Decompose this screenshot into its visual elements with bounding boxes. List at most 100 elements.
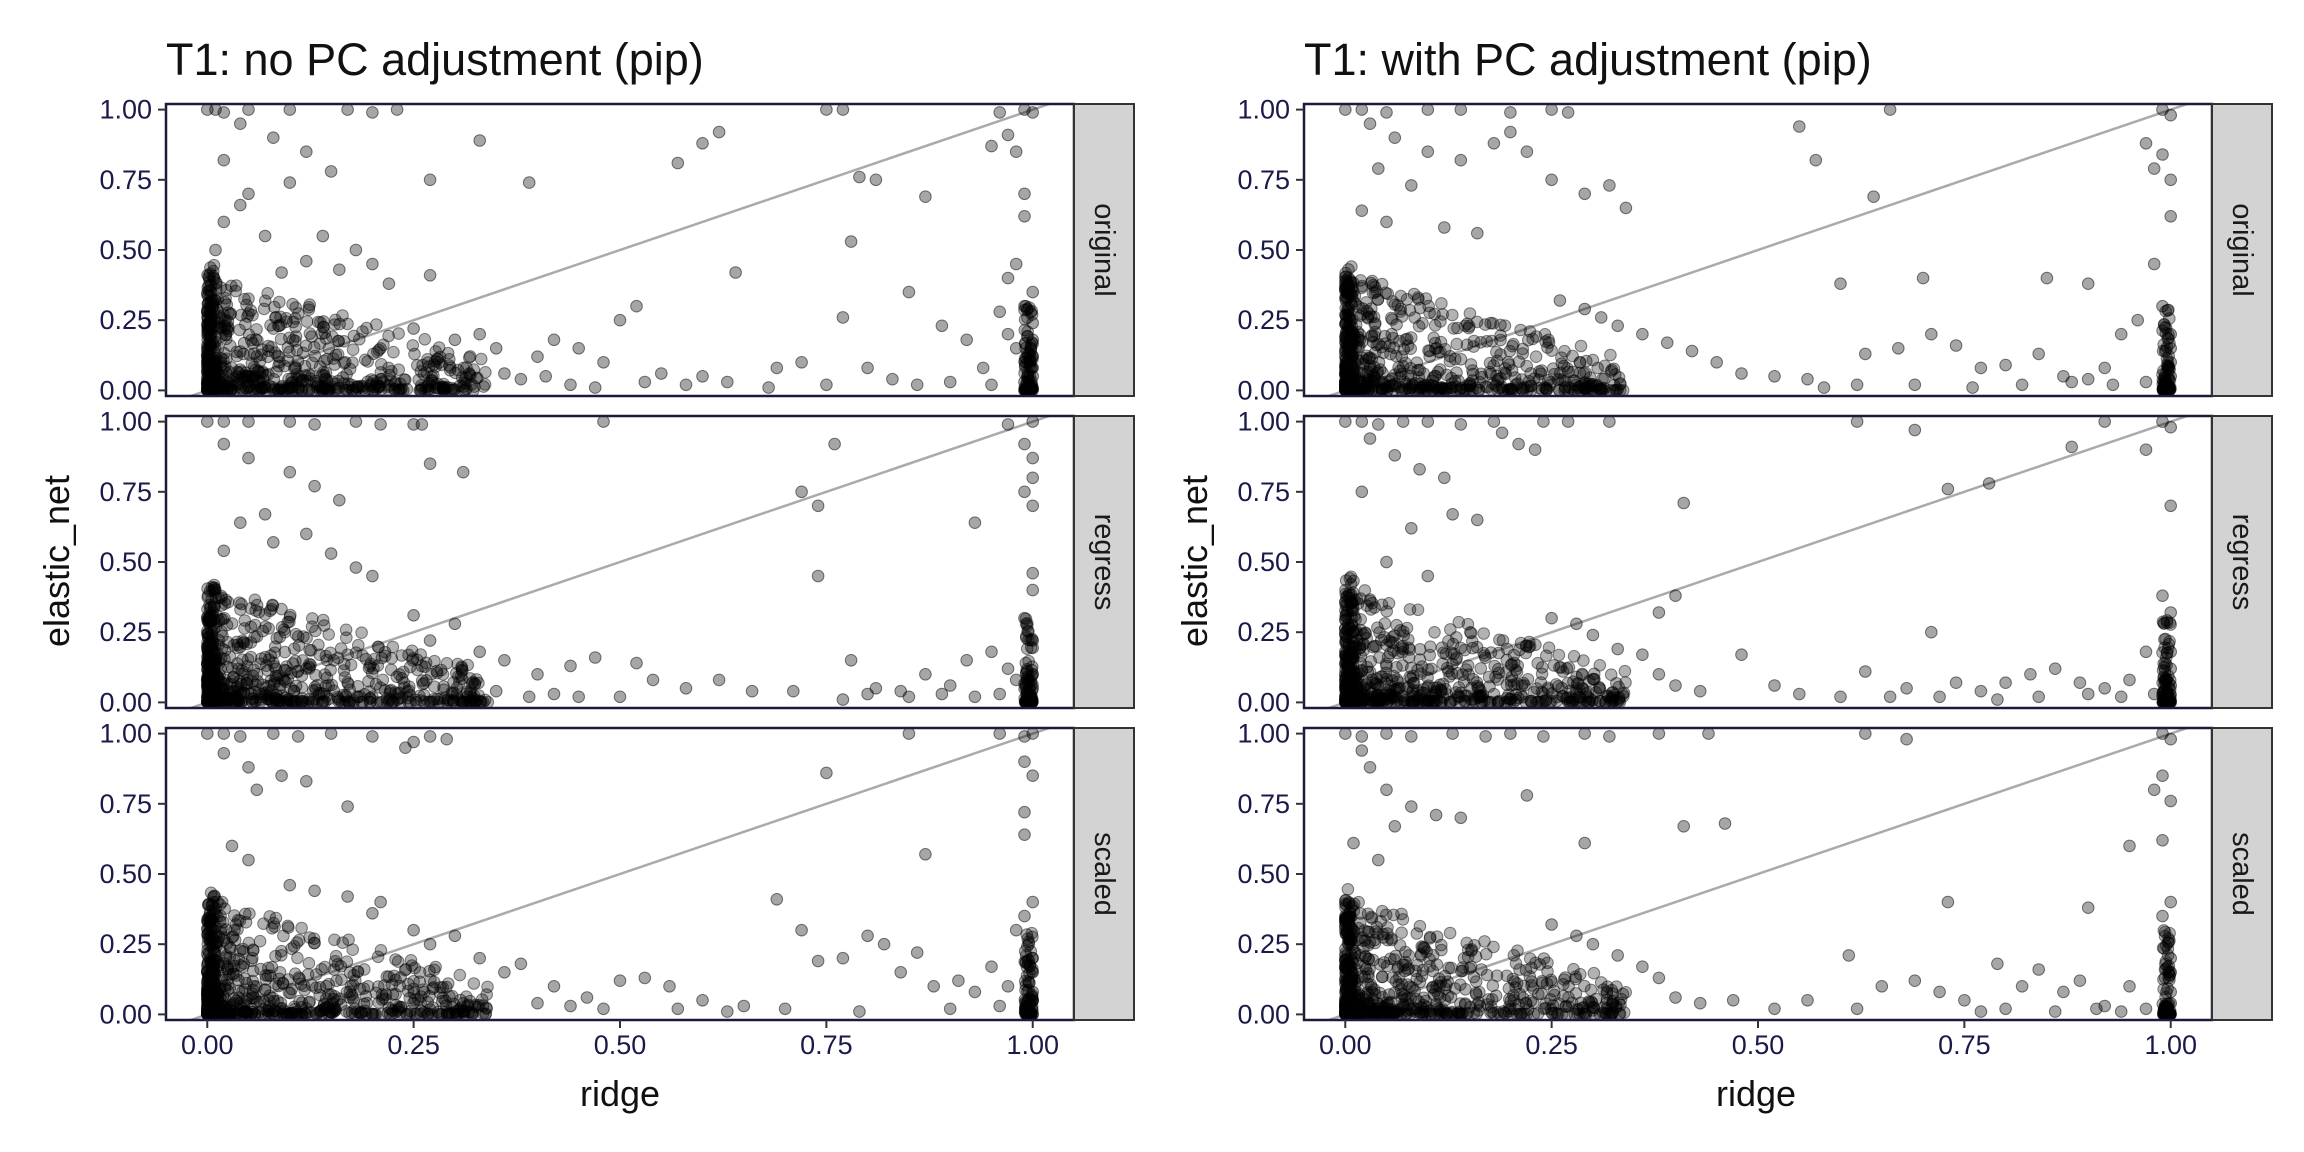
data-point xyxy=(249,363,262,377)
data-point xyxy=(302,956,316,970)
data-point xyxy=(671,1002,685,1016)
data-point xyxy=(297,374,310,387)
data-point xyxy=(1460,379,1474,392)
data-point xyxy=(206,957,220,971)
data-point xyxy=(1026,415,1039,428)
data-point xyxy=(209,656,222,670)
data-point xyxy=(206,372,219,385)
data-point xyxy=(202,269,215,283)
data-point xyxy=(1574,339,1588,353)
data-point xyxy=(696,137,709,150)
data-point xyxy=(356,380,369,393)
data-point xyxy=(1026,668,1039,681)
data-point xyxy=(306,612,319,625)
data-point xyxy=(877,937,891,951)
data-point xyxy=(547,980,561,993)
data-point xyxy=(333,317,346,331)
data-point xyxy=(1916,271,1930,285)
data-point xyxy=(207,304,220,317)
data-point xyxy=(712,673,726,687)
data-point xyxy=(333,493,346,507)
data-point xyxy=(1528,443,1542,457)
data-point xyxy=(340,955,354,969)
data-point xyxy=(247,360,261,374)
data-point xyxy=(317,365,330,379)
data-point xyxy=(291,730,305,743)
data-point xyxy=(356,325,369,338)
data-point xyxy=(259,380,272,394)
data-point xyxy=(423,269,437,282)
data-point xyxy=(201,333,214,346)
data-point xyxy=(1454,153,1468,167)
data-point xyxy=(1341,384,1354,397)
data-point xyxy=(254,652,268,666)
data-point xyxy=(264,319,277,332)
data-point xyxy=(1413,463,1426,476)
data-point xyxy=(318,369,331,383)
y-tick-label: 0.50 xyxy=(99,235,152,265)
data-point xyxy=(206,321,220,335)
data-point xyxy=(222,373,236,386)
data-point xyxy=(248,369,262,383)
data-point xyxy=(1019,358,1032,372)
data-point xyxy=(1026,994,1039,1007)
data-point xyxy=(2156,299,2169,313)
data-point xyxy=(1428,626,1441,639)
data-point xyxy=(290,368,304,381)
data-point xyxy=(207,369,220,383)
data-point xyxy=(365,373,378,386)
data-point xyxy=(202,382,215,395)
data-point xyxy=(2048,662,2062,676)
data-point xyxy=(219,292,232,305)
data-point xyxy=(201,359,214,372)
data-point xyxy=(292,380,305,394)
data-point xyxy=(1488,659,1501,673)
data-point xyxy=(239,369,253,383)
data-point xyxy=(269,311,282,324)
data-point xyxy=(234,381,247,394)
data-point xyxy=(242,307,255,320)
data-point xyxy=(267,536,280,549)
data-point xyxy=(1562,661,1576,674)
data-point xyxy=(269,311,283,324)
data-point xyxy=(1573,683,1586,696)
data-point xyxy=(421,379,435,393)
y-tick-label: 0.75 xyxy=(99,477,152,507)
data-point xyxy=(219,332,233,346)
data-point xyxy=(202,289,215,303)
data-point xyxy=(289,378,302,392)
data-point xyxy=(1579,366,1592,380)
data-point xyxy=(1400,377,1413,391)
data-point xyxy=(399,741,412,755)
facet-strip-label: regress xyxy=(2226,514,2258,611)
data-point xyxy=(460,990,473,1004)
data-point xyxy=(531,996,544,1010)
data-point xyxy=(242,936,256,950)
data-point xyxy=(861,687,874,701)
data-point xyxy=(210,276,223,289)
data-point xyxy=(206,1005,220,1018)
data-point xyxy=(349,243,363,257)
data-point xyxy=(820,766,833,780)
data-point xyxy=(201,355,214,368)
data-point xyxy=(231,365,244,379)
data-point xyxy=(1022,382,1036,395)
data-point xyxy=(272,350,286,364)
data-point xyxy=(2164,173,2177,187)
data-point xyxy=(219,366,233,379)
data-point xyxy=(762,381,775,394)
data-point xyxy=(240,370,253,383)
data-point xyxy=(1516,342,1529,356)
data-point xyxy=(249,333,263,346)
data-point xyxy=(270,365,283,379)
data-point xyxy=(393,377,407,391)
data-point xyxy=(201,305,214,319)
data-point xyxy=(2098,682,2111,695)
data-point xyxy=(539,370,553,383)
data-point xyxy=(1355,204,1369,217)
data-point xyxy=(203,343,216,357)
data-point xyxy=(406,339,420,352)
data-point xyxy=(1391,646,1405,660)
data-point xyxy=(1470,676,1484,689)
data-point xyxy=(364,695,377,709)
